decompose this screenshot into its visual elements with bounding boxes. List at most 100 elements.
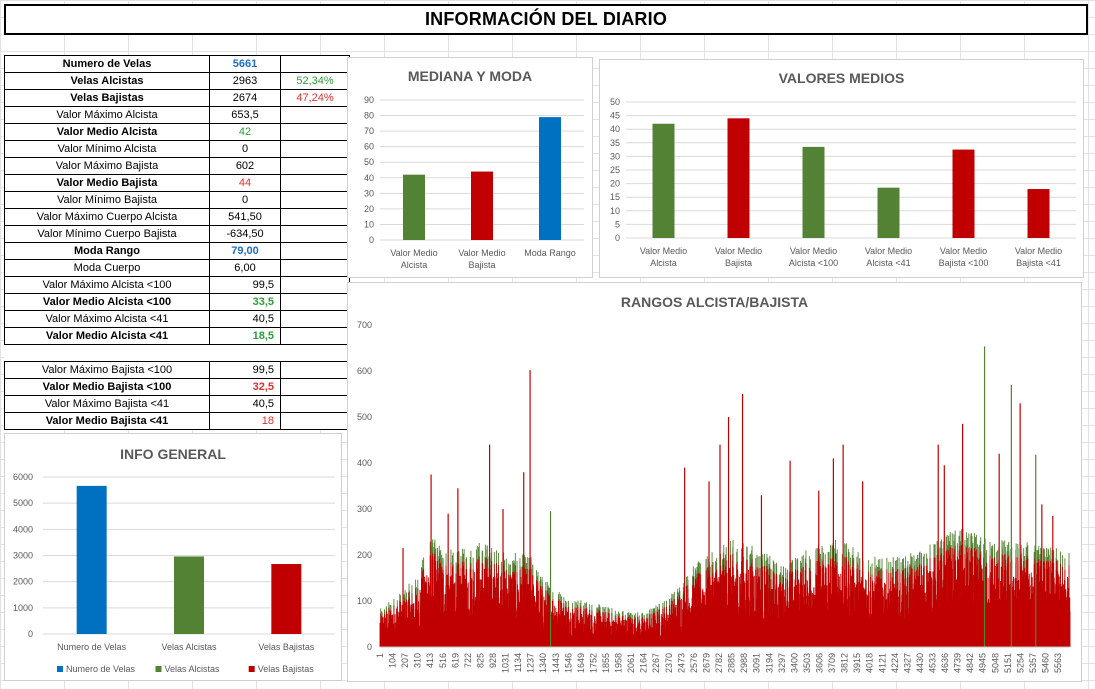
stat-value[interactable]: -634,50 — [209, 225, 281, 243]
stat-percent[interactable] — [280, 259, 350, 277]
stat-label[interactable]: Valor Máximo Bajista <41 — [4, 395, 210, 413]
stat-percent[interactable] — [280, 157, 350, 175]
stat-value[interactable]: 602 — [209, 157, 281, 175]
y-tick-label: 10 — [610, 206, 620, 216]
stat-value[interactable]: 40,5 — [209, 310, 281, 328]
stat-percent[interactable] — [280, 276, 350, 294]
valores-medios-chart[interactable]: VALORES MEDIOS 0 5 10 15 20 25 30 35 40 45 50 Valor… — [599, 59, 1084, 278]
stat-percent[interactable] — [280, 208, 350, 226]
stat-value[interactable]: 5661 — [209, 55, 281, 73]
stat-label[interactable]: Valor Mínimo Bajista — [4, 191, 210, 209]
info-general-chart[interactable]: INFO GENERAL 0 1000 2000 3000 4000 5000 6000 Nu… — [4, 433, 342, 681]
stat-value[interactable]: 40,5 — [209, 395, 281, 413]
stat-value[interactable]: 0 — [209, 140, 281, 158]
stat-value[interactable]: 6,00 — [209, 259, 281, 277]
stat-label[interactable]: Moda Cuerpo — [4, 259, 210, 277]
stat-value[interactable]: 653,5 — [209, 106, 281, 124]
stat-label[interactable]: Valor Máximo Alcista <100 — [4, 276, 210, 294]
stat-value[interactable]: 42 — [209, 123, 281, 141]
stat-label[interactable]: Valor Medio Bajista <100 — [4, 378, 210, 396]
y-tick-label: 6000 — [13, 472, 33, 482]
bar — [727, 118, 750, 238]
stat-value[interactable]: 99,5 — [209, 361, 281, 379]
rangos-chart[interactable]: RANGOS ALCISTA/BAJISTA 0 100 200 300 400 500 6… — [347, 282, 1082, 682]
stat-label[interactable]: Velas Bajistas — [4, 89, 210, 107]
stats-row: Valor Máximo Bajista <41 40,5 — [4, 395, 350, 413]
x-tick-label: 3503 — [802, 653, 812, 673]
stat-value[interactable]: 18,5 — [209, 327, 281, 345]
stat-value[interactable]: 44 — [209, 174, 281, 192]
stat-value[interactable]: 33,5 — [209, 293, 281, 311]
legend-swatch — [155, 666, 162, 672]
stat-label[interactable]: Valor Mínimo Cuerpo Bajista — [4, 225, 210, 243]
stat-label[interactable]: Valor Máximo Alcista <41 — [4, 310, 210, 328]
y-tick-label: 45 — [610, 111, 620, 121]
x-tick-label: 2164 — [639, 653, 649, 673]
stat-value[interactable]: 541,50 — [209, 208, 281, 226]
stat-label[interactable] — [4, 344, 210, 362]
category-label: Valor Medio Bajista <100 — [939, 246, 989, 268]
stat-percent[interactable] — [280, 191, 350, 209]
stat-percent[interactable] — [280, 106, 350, 124]
category-label: Valor Medio Bajista — [458, 248, 505, 270]
legend-label: Numero de Velas — [66, 664, 136, 674]
stat-label[interactable]: Valor Medio Alcista <100 — [4, 293, 210, 311]
stat-value[interactable]: 0 — [209, 191, 281, 209]
stat-value[interactable]: 32,5 — [209, 378, 281, 396]
stat-value[interactable]: 2674 — [209, 89, 281, 107]
x-tick-label: 4533 — [928, 653, 938, 673]
stat-percent[interactable] — [280, 225, 350, 243]
y-tick-label: 40 — [364, 173, 374, 183]
mediana-moda-chart[interactable]: MEDIANA Y MODA 0 10 20 30 40 50 60 70 80 90 Valor … — [347, 57, 593, 278]
stat-percent[interactable] — [280, 361, 350, 379]
stat-label[interactable]: Valor Máximo Bajista <100 — [4, 361, 210, 379]
stat-percent[interactable] — [280, 412, 350, 430]
stat-percent[interactable] — [280, 55, 350, 73]
stat-label[interactable]: Valor Medio Bajista — [4, 174, 210, 192]
stats-row: Valor Máximo Bajista <100 99,5 — [4, 361, 350, 379]
stat-percent[interactable]: 47,24% — [280, 89, 350, 107]
stat-percent[interactable] — [280, 293, 350, 311]
stat-percent[interactable] — [280, 395, 350, 413]
bar — [877, 187, 900, 238]
stats-row: Valor Mínimo Bajista 0 — [4, 191, 350, 209]
stat-label[interactable]: Numero de Velas — [4, 55, 210, 73]
x-tick-label: 3709 — [827, 653, 837, 673]
stat-value[interactable]: 99,5 — [209, 276, 281, 294]
y-tick-label: 50 — [364, 157, 374, 167]
stat-percent[interactable] — [280, 140, 350, 158]
stat-percent[interactable] — [280, 327, 350, 345]
x-tick-label: 1 — [375, 653, 385, 658]
stat-value[interactable]: 18 — [209, 412, 281, 430]
stat-value[interactable] — [209, 344, 281, 362]
stat-label[interactable]: Valor Medio Bajista <41 — [4, 412, 210, 430]
x-tick-label: 2988 — [739, 653, 749, 673]
y-tick-label: 20 — [364, 204, 374, 214]
stat-value[interactable]: 2963 — [209, 72, 281, 90]
stat-value[interactable]: 79,00 — [209, 242, 281, 260]
stat-label[interactable]: Valor Mínimo Alcista — [4, 140, 210, 158]
stat-percent[interactable] — [280, 310, 350, 328]
y-tick-label: 60 — [364, 142, 374, 152]
x-tick-label: 4121 — [877, 653, 887, 673]
stat-label[interactable]: Valor Medio Alcista <41 — [4, 327, 210, 345]
stat-label[interactable]: Valor Máximo Cuerpo Alcista — [4, 208, 210, 226]
stat-label[interactable]: Moda Rango — [4, 242, 210, 260]
category-label: Valor Medio Bajista <41 — [1015, 246, 1062, 268]
stat-percent[interactable] — [280, 174, 350, 192]
bajista-range-bars — [379, 544, 1071, 647]
stat-percent[interactable] — [280, 344, 350, 362]
stat-percent[interactable]: 52,34% — [280, 72, 350, 90]
x-tick-label: 722 — [463, 653, 473, 668]
stat-percent[interactable] — [280, 242, 350, 260]
stat-label[interactable]: Valor Máximo Alcista — [4, 106, 210, 124]
stat-percent[interactable] — [280, 378, 350, 396]
x-tick-label: 2473 — [676, 653, 686, 673]
stat-label[interactable]: Valor Medio Alcista — [4, 123, 210, 141]
mediana-moda-plot: 0 10 20 30 40 50 60 70 80 90 Valor Medio Alcista Val… — [364, 95, 584, 270]
stat-percent[interactable] — [280, 123, 350, 141]
x-tick-label: 3297 — [777, 653, 787, 673]
stats-row: Valor Máximo Alcista <41 40,5 — [4, 310, 350, 328]
stat-label[interactable]: Velas Alcistas — [4, 72, 210, 90]
stat-label[interactable]: Valor Máximo Bajista — [4, 157, 210, 175]
